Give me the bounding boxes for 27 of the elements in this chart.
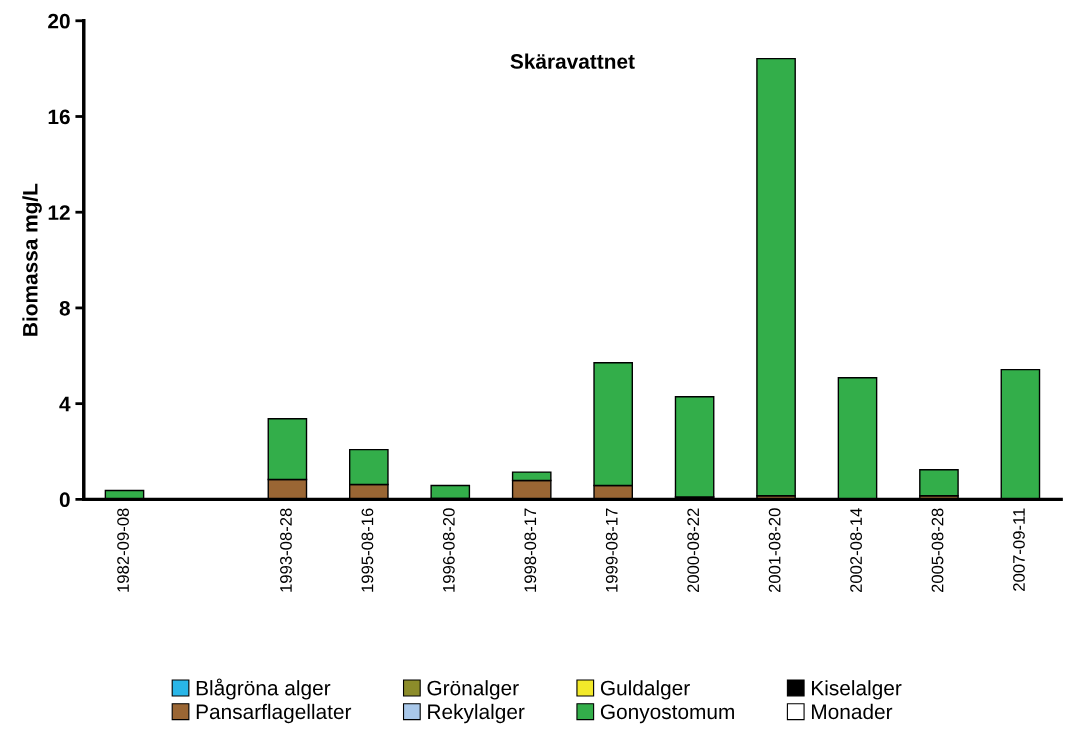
legend-label: Guldalger: [600, 680, 690, 700]
y-axis-title: Biomassa mg/L: [22, 183, 42, 336]
legend-label: Blågröna alger: [196, 678, 331, 700]
x-tick-label: 1996-08-20: [442, 508, 455, 592]
x-tick-label: 1982-09-08: [117, 508, 129, 592]
x-tick-label: 2005-08-28: [931, 508, 944, 593]
y-tick-label: 16: [48, 109, 70, 125]
x-tick-label: 1993-08-28: [280, 508, 292, 592]
text: Skäravattnet: [510, 53, 635, 69]
x-tick-label: 2001-08-20: [768, 508, 781, 593]
y-tick-label: 8: [59, 300, 70, 316]
x-tick-label: 1999-08-17: [605, 508, 618, 592]
legend-label: Pansarflagellater: [196, 703, 352, 724]
x-tick-label: 2007-09-11: [1013, 508, 1025, 591]
y-tick-label: 4: [59, 396, 71, 412]
x-tick-label: 2000-08-22: [687, 508, 700, 593]
legend-label: Gonyostomum: [600, 704, 734, 724]
x-tick-label: 2002-08-14: [850, 508, 862, 593]
legend-label: Rekylalger: [428, 703, 525, 724]
x-tick-label: 1995-08-16: [361, 508, 374, 592]
y-tick-label: 12: [48, 205, 70, 220]
legend-label: Grönalger: [427, 680, 519, 700]
x-tick-label: 1998-08-17: [524, 508, 537, 592]
y-tick-label: 0: [59, 492, 70, 508]
y-tick-label: 20: [48, 13, 70, 29]
legend-label: Kiselalger: [812, 680, 902, 700]
legend-label: Monader: [812, 703, 893, 720]
